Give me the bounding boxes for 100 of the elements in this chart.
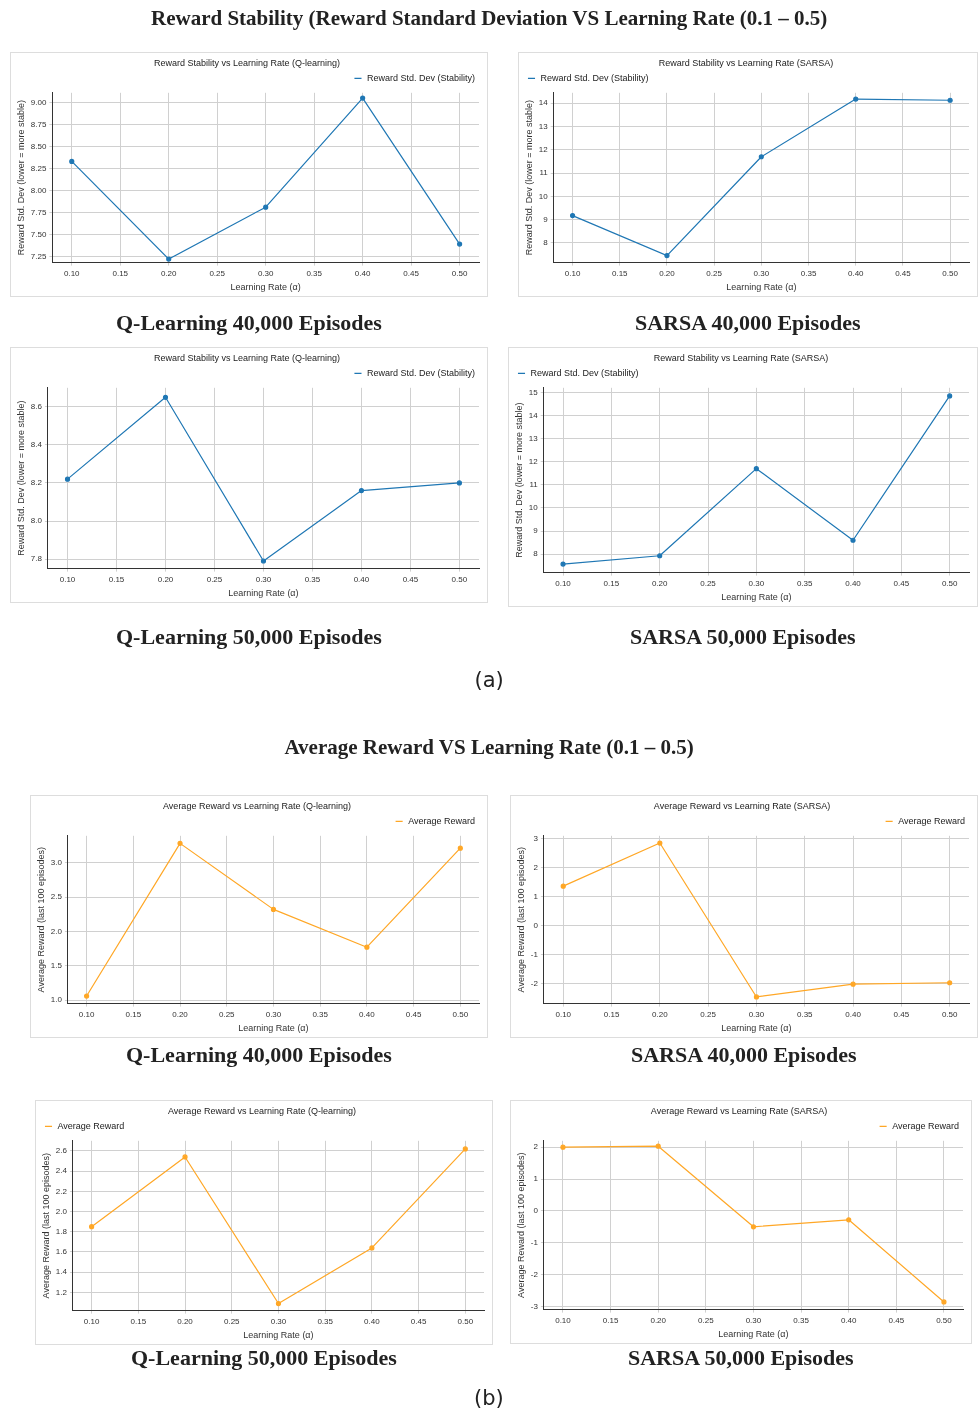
y-tick-label: 0 bbox=[533, 920, 539, 930]
x-tick-label: 0.50 bbox=[941, 1009, 959, 1019]
y-tick-label: 8.2 bbox=[30, 478, 43, 488]
x-tick-label: 0.35 bbox=[796, 578, 814, 588]
x-tick-label: 0.15 bbox=[603, 1009, 620, 1019]
y-tick-label: 8.00 bbox=[30, 185, 47, 195]
y-tick-label: 7.25 bbox=[30, 251, 47, 261]
x-tick-label: 0.10 bbox=[564, 268, 581, 278]
x-tick-label: 0.50 bbox=[936, 1315, 953, 1325]
x-tick-label: 0.45 bbox=[402, 574, 419, 584]
y-tick-label: 9 bbox=[543, 214, 549, 224]
text: Reward Stability (Reward Standard Deviation VS Learning Rate (0.1 – 0.5) bbox=[151, 6, 828, 31]
x-tick-label: 0.10 bbox=[59, 574, 76, 584]
y-tick-label: 2.5 bbox=[50, 892, 63, 902]
x-tick-label: 0.15 bbox=[108, 574, 125, 584]
y-tick-label: 1 bbox=[533, 1174, 539, 1184]
y-tick-label: 13 bbox=[538, 121, 549, 131]
x-tick-label: 0.45 bbox=[410, 1316, 427, 1326]
x-tick-label: 0.20 bbox=[157, 574, 174, 584]
x-axis-title: Learning Rate (α) bbox=[243, 1330, 314, 1341]
y-tick-label: 0 bbox=[533, 1206, 539, 1216]
y-axis-title: Reward Std. Dev (lower = more stable) bbox=[15, 400, 26, 556]
text: SARSA 40,000 Episodes bbox=[631, 1042, 857, 1068]
y-tick-label: 9.00 bbox=[30, 97, 47, 107]
chart-title: Reward Stability vs Learning Rate (SARSA) bbox=[653, 352, 829, 363]
legend-label: Average Reward bbox=[408, 815, 475, 826]
x-tick-label: 0.35 bbox=[312, 1009, 329, 1019]
x-tick-label: 0.10 bbox=[83, 1316, 100, 1326]
x-tick-label: 0.20 bbox=[652, 1009, 669, 1019]
x-tick-label: 0.10 bbox=[555, 578, 572, 588]
text: (a) bbox=[474, 668, 504, 692]
x-tick-label: 0.45 bbox=[893, 1009, 910, 1019]
x-tick-label: 0.25 bbox=[698, 1315, 715, 1325]
x-tick-label: 0.45 bbox=[895, 268, 912, 278]
x-tick-label: 0.20 bbox=[650, 1315, 667, 1325]
text: SARSA 50,000 Episodes bbox=[630, 624, 856, 650]
y-tick-label: 2 bbox=[533, 1142, 539, 1152]
y-tick-label: 7.75 bbox=[30, 207, 47, 217]
y-tick-label: 8.4 bbox=[30, 440, 43, 450]
x-tick-label: 0.35 bbox=[793, 1315, 810, 1325]
x-tick-label: 0.30 bbox=[270, 1316, 287, 1326]
y-axis-title: Reward Std. Dev (lower = more stable) bbox=[523, 100, 534, 256]
x-tick-label: 0.35 bbox=[306, 268, 323, 278]
x-axis-title: Learning Rate (α) bbox=[721, 592, 792, 603]
y-tick-label: 7.50 bbox=[30, 229, 47, 239]
y-tick-label: -1 bbox=[530, 1237, 539, 1247]
x-tick-label: 0.35 bbox=[304, 574, 321, 584]
y-tick-label: 2.6 bbox=[55, 1146, 68, 1156]
x-tick-label: 0.30 bbox=[753, 268, 770, 278]
x-tick-label: 0.15 bbox=[611, 268, 629, 278]
y-tick-label: -2 bbox=[530, 978, 539, 988]
y-tick-label: 7.8 bbox=[30, 554, 43, 564]
x-tick-label: 0.30 bbox=[748, 578, 765, 588]
x-tick-label: 0.50 bbox=[451, 574, 468, 584]
x-tick-label: 0.10 bbox=[555, 1315, 572, 1325]
text: SARSA 40,000 Episodes bbox=[635, 310, 861, 336]
x-tick-label: 0.45 bbox=[405, 1009, 422, 1019]
x-tick-label: 0.20 bbox=[177, 1316, 194, 1326]
x-tick-label: 0.25 bbox=[223, 1316, 241, 1326]
x-tick-label: 0.40 bbox=[354, 268, 371, 278]
x-tick-label: 0.45 bbox=[888, 1315, 905, 1325]
y-axis-title: Average Reward (last 100 episodes) bbox=[40, 1152, 51, 1299]
x-tick-label: 0.40 bbox=[845, 1009, 862, 1019]
y-axis-title: Reward Std. Dev (lower = more stable) bbox=[513, 402, 524, 558]
y-tick-label: 8 bbox=[543, 238, 549, 248]
chart-title: Average Reward vs Learning Rate (Q-learning) bbox=[168, 1105, 356, 1116]
x-tick-label: 0.25 bbox=[206, 574, 223, 584]
y-tick-label: 1.2 bbox=[55, 1287, 68, 1297]
y-tick-label: 3 bbox=[533, 833, 539, 843]
y-tick-label: 10 bbox=[538, 191, 549, 201]
y-tick-label: 1.5 bbox=[50, 960, 63, 970]
legend-label: Reward Std. Dev (Stability) bbox=[366, 367, 476, 378]
x-tick-label: 0.25 bbox=[706, 268, 723, 278]
y-tick-label: 10 bbox=[528, 503, 539, 513]
x-tick-label: 0.30 bbox=[265, 1009, 282, 1019]
x-tick-label: 0.20 bbox=[172, 1009, 189, 1019]
y-tick-label: 14 bbox=[528, 410, 539, 420]
y-axis-title: Reward Std. Dev (lower = more stable) bbox=[15, 100, 26, 256]
text: Q-Learning 50,000 Episodes bbox=[116, 624, 382, 650]
x-tick-label: 0.35 bbox=[800, 268, 817, 278]
y-tick-label: 9 bbox=[533, 526, 539, 536]
x-axis-title: Learning Rate (α) bbox=[718, 1329, 789, 1340]
y-tick-label: 15 bbox=[528, 387, 539, 397]
chart-title: Reward Stability vs Learning Rate (SARSA) bbox=[658, 57, 834, 68]
x-tick-label: 0.30 bbox=[257, 268, 275, 278]
x-tick-label: 0.25 bbox=[700, 578, 717, 588]
y-tick-label: 8.50 bbox=[30, 141, 47, 151]
y-tick-label: 8.25 bbox=[30, 163, 47, 173]
x-tick-label: 0.20 bbox=[160, 268, 178, 278]
x-tick-label: 0.15 bbox=[602, 1315, 619, 1325]
legend-label: Reward Std. Dev (Stability) bbox=[530, 367, 639, 378]
x-axis-title: Learning Rate (α) bbox=[230, 282, 301, 293]
x-tick-label: 0.20 bbox=[651, 578, 669, 588]
y-tick-label: 2.0 bbox=[50, 926, 63, 936]
x-tick-label: 0.35 bbox=[796, 1009, 814, 1019]
y-tick-label: -1 bbox=[530, 949, 539, 959]
x-tick-label: 0.40 bbox=[353, 574, 370, 584]
x-tick-label: 0.10 bbox=[63, 268, 81, 278]
y-tick-label: -2 bbox=[530, 1269, 539, 1279]
y-tick-label: 14 bbox=[538, 98, 549, 108]
